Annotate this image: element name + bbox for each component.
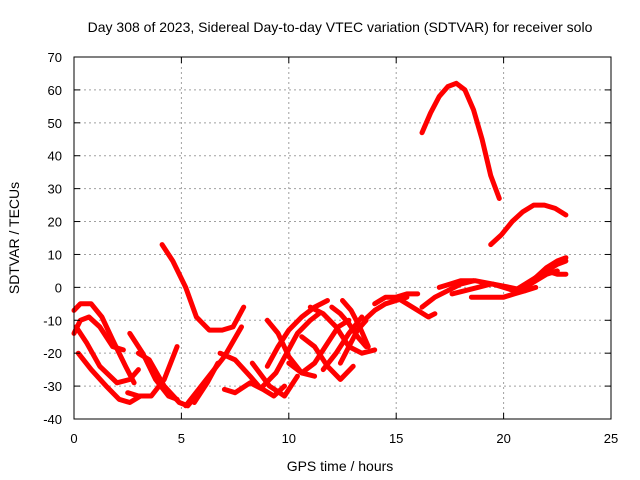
y-tick-label: 50 xyxy=(48,116,62,131)
series-arc-12 xyxy=(221,380,287,399)
y-axis-title: SDTVAR / TECUs xyxy=(6,182,22,294)
y-tick-label: -10 xyxy=(43,313,62,328)
series-arc-21 xyxy=(329,304,369,350)
y-tick-label: 10 xyxy=(48,247,62,262)
y-tick-label: 40 xyxy=(48,149,62,164)
x-axis-title: GPS time / hours xyxy=(287,458,394,474)
y-tick-label: 0 xyxy=(55,280,62,295)
series-arc-19 xyxy=(307,304,378,356)
y-tick-label: -20 xyxy=(43,346,62,361)
series-arc-4 xyxy=(75,350,144,405)
series-arc-16 xyxy=(264,317,318,379)
x-tick-label: 5 xyxy=(178,431,185,446)
y-tick-label: -30 xyxy=(43,379,62,394)
series-arc-15 xyxy=(264,298,330,369)
series-arc-36 xyxy=(488,202,569,248)
x-tick-label: 20 xyxy=(496,431,510,446)
plot-frame xyxy=(73,56,612,420)
y-tick-label: -40 xyxy=(43,412,62,427)
series-arc-23 xyxy=(340,298,371,350)
x-tick-label: 0 xyxy=(70,431,77,446)
x-tick-label: 25 xyxy=(604,431,618,446)
x-tick-label: 10 xyxy=(282,431,296,446)
series-arc-30 xyxy=(468,284,539,300)
tick-marks xyxy=(73,56,612,420)
series-arc-20 xyxy=(320,314,365,373)
series-arc-13 xyxy=(249,360,300,399)
y-tick-labels: -40 -30 -20 -10 0 10 20 30 40 50 60 70 xyxy=(43,50,62,427)
series-arc-2 xyxy=(71,301,137,386)
y-tick-label: 70 xyxy=(48,50,62,65)
series-arc-6 xyxy=(125,344,180,399)
series-arc-26 xyxy=(393,291,421,300)
series-arc-11 xyxy=(217,350,262,389)
series-arc-35 xyxy=(419,80,502,201)
series-arc-25 xyxy=(372,294,438,320)
series-arc-8 xyxy=(159,242,247,333)
x-tick-label: 15 xyxy=(389,431,403,446)
x-tick-labels: 0 5 10 15 20 25 xyxy=(70,431,618,446)
series-arc-10 xyxy=(191,360,221,405)
y-tick-label: 20 xyxy=(48,215,62,230)
series-arc-34 xyxy=(533,255,569,280)
series-arc-22 xyxy=(337,317,369,366)
plot-series xyxy=(71,80,569,409)
series-arc-33 xyxy=(522,268,569,290)
chart-title: Day 308 of 2023, Sidereal Day-to-day VTE… xyxy=(88,19,593,35)
series-arc-14 xyxy=(260,311,322,389)
y-tick-label: 30 xyxy=(48,182,62,197)
y-tick-label: 60 xyxy=(48,83,62,98)
series-arc-3 xyxy=(73,324,141,386)
